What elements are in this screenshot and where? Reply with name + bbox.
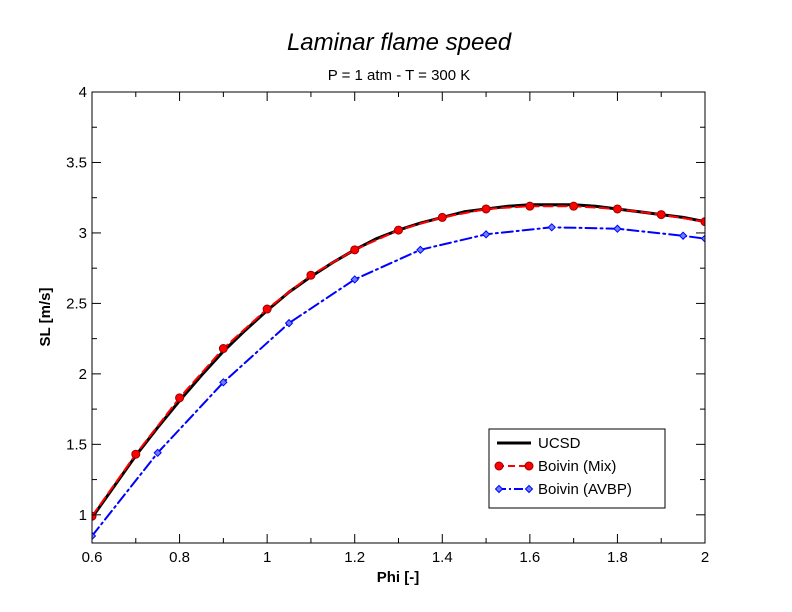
legend-item: UCSD (497, 435, 581, 452)
y-tick-label: 4 (79, 84, 87, 101)
data-point (350, 275, 359, 284)
x-tick-label: 0.6 (82, 549, 103, 566)
data-point (569, 201, 579, 211)
data-point (219, 378, 228, 387)
data-point (92, 511, 97, 521)
legend-marker (524, 461, 534, 471)
series-2 (92, 223, 705, 541)
axes: 0.6 0.8 1 1.2 1.4 1.6 1.8 2 1 1.5 2 2.5 3 3.5 4 (66, 84, 709, 566)
x-tick-label: 1.6 (519, 549, 540, 566)
data-point (131, 449, 141, 459)
data-point (612, 204, 622, 214)
x-axis-label: Phi [-] (377, 569, 420, 586)
data-point (306, 270, 316, 280)
y-tick-label: 3.5 (66, 154, 87, 171)
x-tick-label: 1 (263, 549, 271, 566)
data-point (262, 304, 272, 314)
chart-title: Laminar flame speed (287, 29, 512, 56)
legend-marker (494, 461, 504, 471)
data-point (678, 231, 688, 240)
data-point (284, 318, 294, 328)
y-tick-label: 2.5 (66, 295, 87, 312)
legend-label: Boivin (AVBP) (538, 481, 632, 498)
legend-item: Boivin (AVBP) (494, 481, 632, 498)
legend-label: UCSD (538, 435, 581, 452)
y-axis-label: SL [m/s] (37, 288, 54, 347)
data-point (547, 223, 556, 232)
y-tick-label: 3 (79, 225, 87, 242)
data-point (416, 245, 425, 255)
data-point (700, 234, 705, 243)
x-tick-label: 2 (701, 549, 709, 566)
series-1 (92, 201, 705, 521)
plot-area (92, 201, 705, 541)
x-tick-label: 1.4 (432, 549, 453, 566)
data-point (525, 201, 535, 211)
y-tick-label: 1 (79, 507, 87, 524)
data-point (437, 212, 447, 222)
y-tick-label: 2 (79, 366, 87, 383)
legend: UCSD Boivin (Mix) Boivin (AVBP) (488, 428, 666, 509)
data-point (218, 344, 228, 354)
data-point (350, 245, 360, 255)
chart-subtitle: P = 1 atm - T = 300 K (328, 67, 471, 84)
legend-marker (494, 484, 504, 494)
data-point (613, 224, 622, 233)
data-point (481, 230, 491, 239)
data-point (153, 448, 162, 458)
legend-marker (524, 484, 534, 494)
x-tick-label: 1.8 (607, 549, 628, 566)
data-point (700, 217, 705, 227)
data-point (92, 531, 97, 541)
data-point (656, 210, 666, 220)
x-tick-label: 0.8 (169, 549, 190, 566)
data-point (481, 204, 491, 214)
data-point (394, 225, 403, 235)
data-point (175, 393, 185, 403)
legend-item: Boivin (Mix) (494, 458, 616, 475)
x-tick-label: 1.2 (344, 549, 365, 566)
legend-label: Boivin (Mix) (538, 458, 616, 475)
y-tick-label: 1.5 (66, 436, 87, 453)
